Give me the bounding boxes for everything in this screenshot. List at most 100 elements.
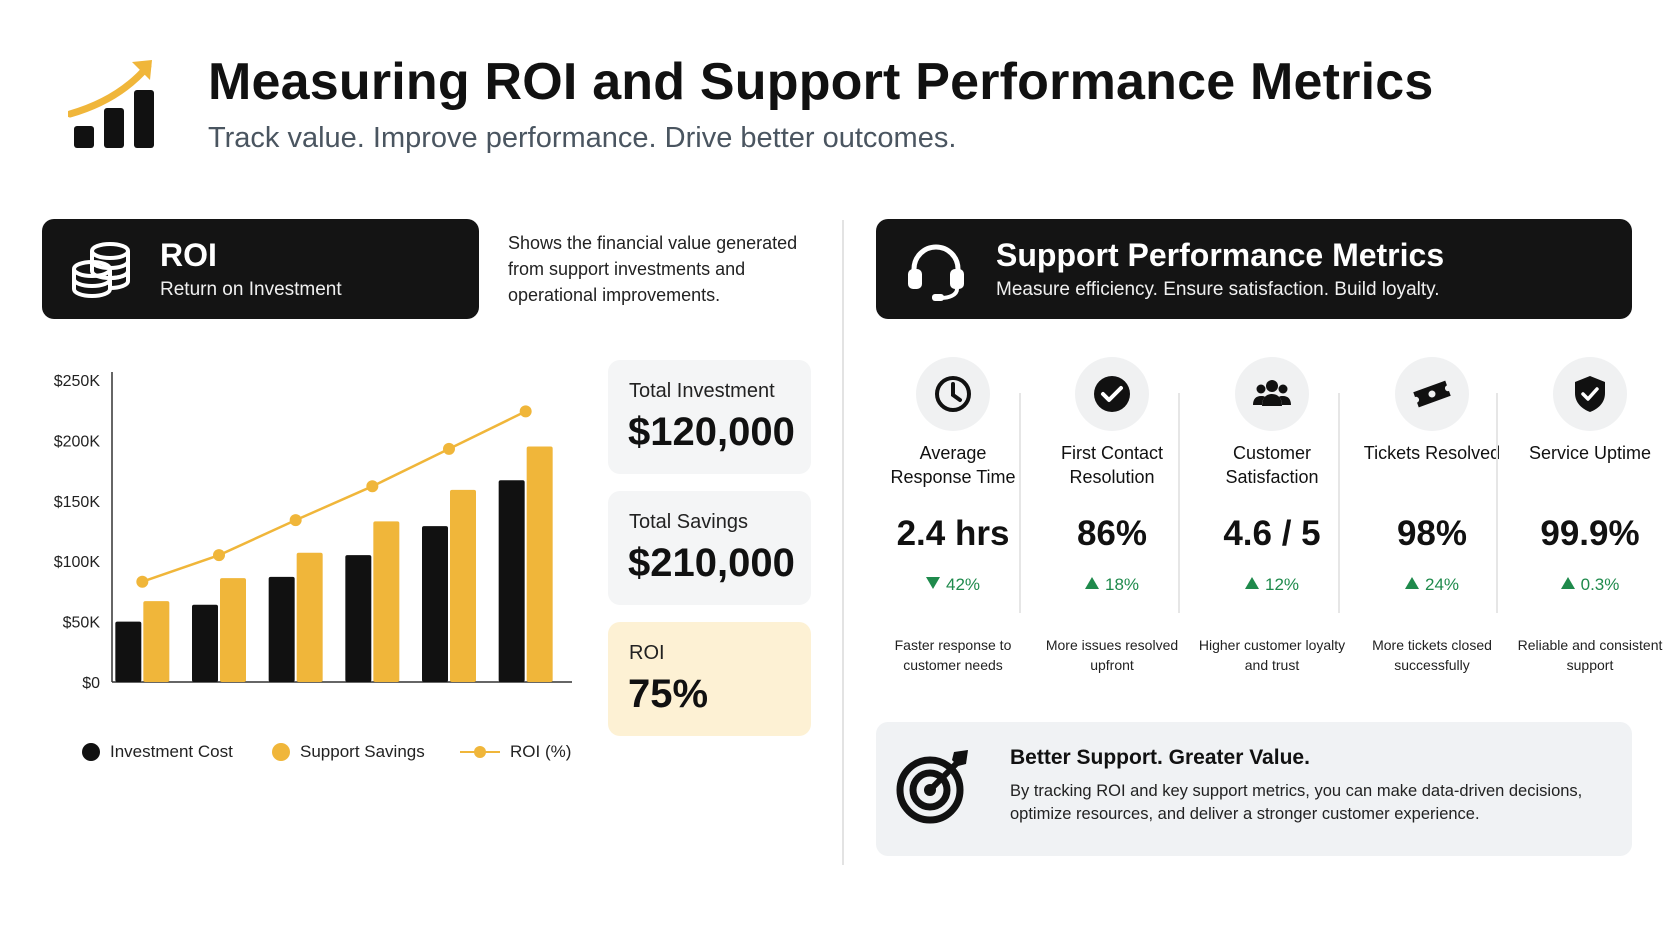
metric-uptime: Service Uptime 99.9% 0.3% Reliable and c… [1515,355,1665,675]
coins-stack-icon [72,242,130,299]
metric-satisfaction: Customer Satisfaction 4.6 / 5 12% Higher… [1197,355,1347,675]
clock-icon [935,376,971,412]
stat-value: $210,000 [628,541,795,585]
metric-change: 12% [1197,575,1347,595]
page-subtitle: Track value. Improve performance. Drive … [208,122,957,154]
bar-savings [373,521,400,682]
stat-value: $120,000 [628,410,795,454]
roi-chart-svg: $0$50K$100K$150K$200K$250KJanFebMarAprMa… [54,372,572,690]
trend-up-icon [1084,577,1099,589]
check-circle-icon [1094,376,1130,412]
stat-card-investment: Total Investment $120,000 [608,360,811,474]
stat-label: ROI [629,642,665,664]
legend-label-investment: Investment Cost [110,742,233,761]
metric-icon-wrap [916,357,990,431]
target-icon [896,750,968,824]
section-divider [842,220,844,865]
roi-point [366,480,379,493]
metric-separator [1338,393,1340,613]
shield-check-icon [1575,376,1605,412]
y-tick-label: $200K [54,433,101,450]
metric-first-contact: First Contact Resolution 86% 18% More is… [1037,355,1187,675]
y-tick-label: $250K [54,373,101,390]
metric-separator [1496,393,1498,613]
bar-savings [296,552,323,682]
metric-description: Reliable and consistent support [1517,637,1663,673]
roi-point [136,575,149,588]
metric-response-time: Average Response Time 2.4 hrs 42% Faster… [878,355,1028,675]
metric-change-value: 24% [1424,575,1460,594]
metric-label: Tickets Resolved [1363,443,1501,463]
metric-description: Faster response to customer needs [894,637,1012,673]
ticket-icon [1413,380,1451,408]
metric-icon-wrap [1553,357,1627,431]
metric-description: Higher customer loyalty and trust [1198,637,1346,673]
metric-value: 98% [1396,514,1468,553]
metric-change: 42% [878,575,1028,595]
metric-description: More issues resolved upfront [1045,637,1179,673]
header: Measuring ROI and Support Performance Me… [68,52,1628,162]
legend-label-savings: Support Savings [300,742,425,761]
stat-label: Total Savings [629,511,748,533]
callout-title: Better Support. Greater Value. [1010,746,1310,769]
bar-savings [526,446,553,682]
metric-separator [1178,393,1180,613]
roi-title: ROI [160,237,217,273]
roi-point [289,514,302,527]
metric-value: 99.9% [1540,514,1640,553]
roi-chart: $0$50K$100K$150K$200K$250KJanFebMarAprMa… [30,360,590,690]
metric-change-value: 18% [1104,575,1140,594]
bar-savings [450,489,476,682]
y-tick-label: $100K [54,554,101,571]
stat-value: 75% [628,672,709,716]
stat-card-roi: ROI 75% [608,622,811,736]
y-tick-label: $0 [82,675,100,690]
legend-item-roi: ROI (%) [460,742,571,762]
metric-change-value: 12% [1264,575,1300,594]
metric-tickets: Tickets Resolved 98% 24% More tickets cl… [1357,355,1507,675]
y-tick-label: $150K [54,494,101,511]
support-banner: Support Performance Metrics Measure effi… [876,219,1632,319]
metric-label: Service Uptime [1528,443,1652,463]
legend-label-roi: ROI (%) [510,742,572,761]
metric-change: 18% [1037,575,1187,595]
bar-investment [498,480,525,682]
growth-chart-icon [68,60,154,148]
roi-point [519,405,532,418]
trend-up-icon [1404,577,1419,589]
bar-investment [192,604,218,682]
bar-savings [143,601,170,682]
metric-description: More tickets closed successfully [1372,637,1492,673]
metric-label: First Contact Resolution [1060,443,1164,487]
callout-text: By tracking ROI and key support metrics,… [1010,782,1583,823]
y-tick-label: $50K [63,615,101,632]
value-callout: Better Support. Greater Value. By tracki… [876,722,1632,856]
metric-change: 0.3% [1515,575,1665,595]
page-title: Measuring ROI and Support Performance Me… [208,53,1434,111]
bar-investment [345,555,372,682]
chart-legend: Investment Cost Support Savings ROI (%) [82,742,602,770]
bar-investment [268,576,295,682]
metric-label: Average Response Time [890,443,1016,487]
metric-icon-wrap [1235,357,1309,431]
bar-investment [115,621,142,682]
bar-savings [220,578,246,682]
legend-swatch-roi [460,743,500,761]
stat-label: Total Investment [629,380,775,402]
metric-label: Customer Satisfaction [1225,443,1319,487]
trend-down-icon [925,577,940,589]
support-subtitle: Measure efficiency. Ensure satisfaction.… [996,279,1440,300]
metric-value: 2.4 hrs [896,514,1010,553]
trend-up-icon [1560,577,1575,589]
roi-point [213,549,225,562]
roi-banner: ROI Return on Investment [42,219,479,319]
users-icon [1253,380,1291,406]
metric-icon-wrap [1395,357,1469,431]
roi-line [141,410,527,583]
roi-point [443,442,455,455]
legend-swatch-investment [82,743,100,761]
metric-change-value: 42% [945,575,981,594]
roi-description: Shows the financial value generated from… [508,233,798,305]
legend-swatch-savings [272,743,290,761]
bar-investment [422,526,448,682]
